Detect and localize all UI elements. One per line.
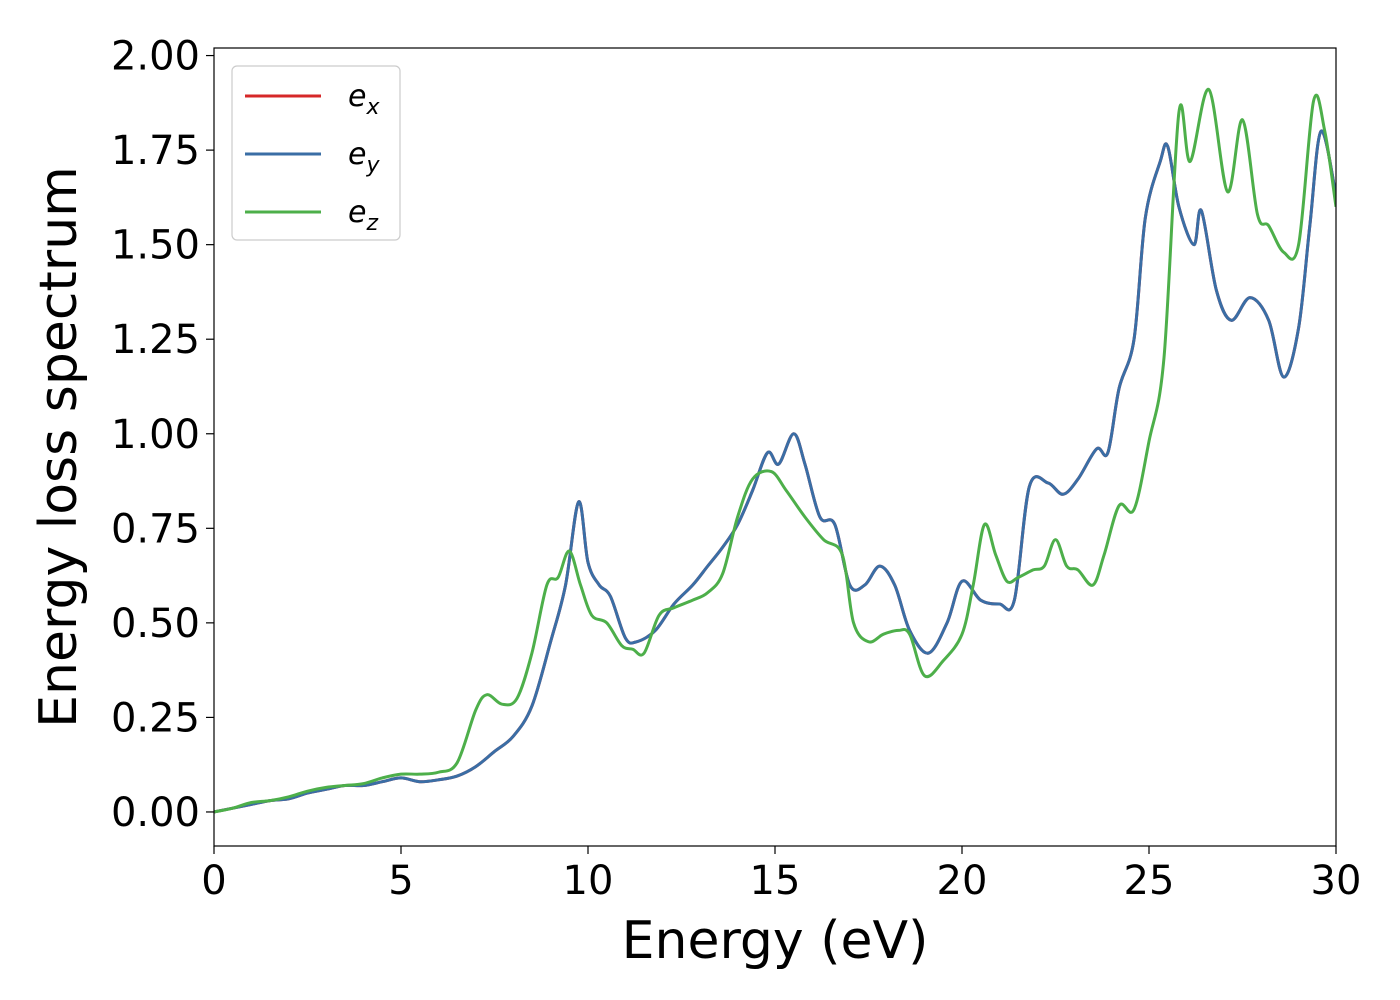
x-tick-label: 5 xyxy=(388,858,413,904)
x-tick-label: 20 xyxy=(937,858,988,904)
y-tick-label: 1.75 xyxy=(111,128,200,174)
axis-ticks: 0 5 10 15 20 25 30 0.00 0.25 0.50 0.75 1.00 1.25 1.50… xyxy=(111,34,1362,904)
x-tick-label: 30 xyxy=(1311,858,1362,904)
y-tick-label: 2.00 xyxy=(111,34,200,80)
series-line-ey xyxy=(214,129,1336,814)
y-tick-label: 0.50 xyxy=(111,601,200,647)
x-tick-label: 25 xyxy=(1124,858,1175,904)
y-tick-label: 1.50 xyxy=(111,223,200,269)
x-tick-label: 10 xyxy=(563,858,614,904)
x-axis-label: Energy (eV) xyxy=(622,911,929,971)
x-tick-label: 0 xyxy=(201,858,226,904)
y-tick-label: 0.75 xyxy=(111,506,200,552)
x-tick-label: 15 xyxy=(750,858,801,904)
y-tick-label: 1.25 xyxy=(111,317,200,363)
legend-label-ey: ey xyxy=(348,137,380,178)
y-tick-label: 1.00 xyxy=(111,412,200,458)
y-tick-label: 0.25 xyxy=(111,695,200,741)
y-tick-label: 0.00 xyxy=(111,790,200,836)
series-line-ez xyxy=(214,88,1336,814)
y-axis-label: Energy loss spectrum xyxy=(29,166,89,728)
plot-area xyxy=(214,88,1336,814)
